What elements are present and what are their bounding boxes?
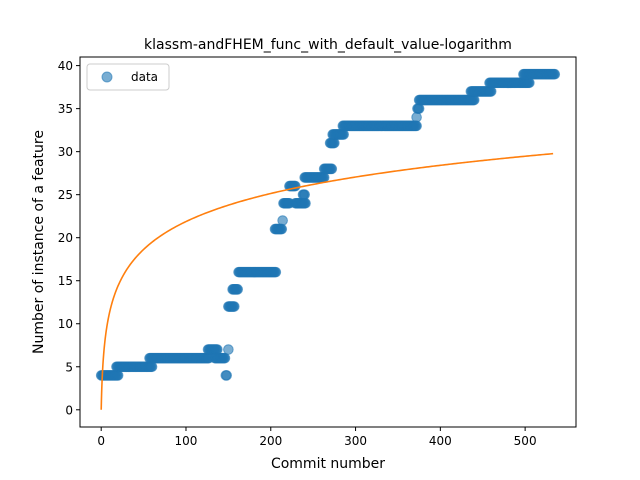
data-point xyxy=(270,266,282,278)
chart-title: klassm-andFHEM_func_with_default_value-l… xyxy=(144,37,512,53)
x-tick-label: 100 xyxy=(175,434,198,448)
y-tick-label: 5 xyxy=(65,360,73,374)
y-tick-label: 40 xyxy=(58,59,73,73)
plot-area xyxy=(95,68,561,410)
data-point xyxy=(326,163,338,175)
x-tick-label: 500 xyxy=(514,434,537,448)
legend-marker-data xyxy=(101,71,113,83)
y-tick-label: 20 xyxy=(58,231,73,245)
data-point xyxy=(232,284,244,295)
data-point xyxy=(223,344,234,355)
y-tick-label: 30 xyxy=(58,145,73,159)
x-tick-label: 300 xyxy=(344,434,367,448)
data-point xyxy=(229,301,240,312)
y-axis-label: Number of instance of a feature xyxy=(31,130,47,354)
data-point xyxy=(300,197,311,209)
y-axis: 0 5 10 15 20 25 30 35 40 xyxy=(58,59,80,417)
series-data xyxy=(95,68,561,381)
x-axis-label: Commit number xyxy=(271,456,385,472)
axes-frame xyxy=(79,56,577,428)
y-tick-label: 10 xyxy=(58,317,73,331)
x-tick-label: 200 xyxy=(259,434,282,448)
x-tick-label: 0 xyxy=(97,434,105,448)
data-point xyxy=(277,215,288,226)
y-tick-label: 0 xyxy=(65,403,73,417)
legend: data xyxy=(86,63,170,91)
legend-box xyxy=(86,63,170,91)
y-tick-label: 35 xyxy=(58,102,73,116)
x-tick-label: 400 xyxy=(429,434,452,448)
legend-label-data: data xyxy=(131,70,158,84)
data-point xyxy=(411,111,422,123)
data-point xyxy=(221,370,232,381)
data-point xyxy=(549,68,561,80)
fit-line xyxy=(100,152,554,410)
y-tick-label: 25 xyxy=(58,188,73,202)
data-point xyxy=(276,223,288,235)
data-point xyxy=(299,189,310,200)
y-tick-label: 15 xyxy=(58,274,73,288)
x-axis: 0 100 200 300 400 500 xyxy=(97,427,537,448)
